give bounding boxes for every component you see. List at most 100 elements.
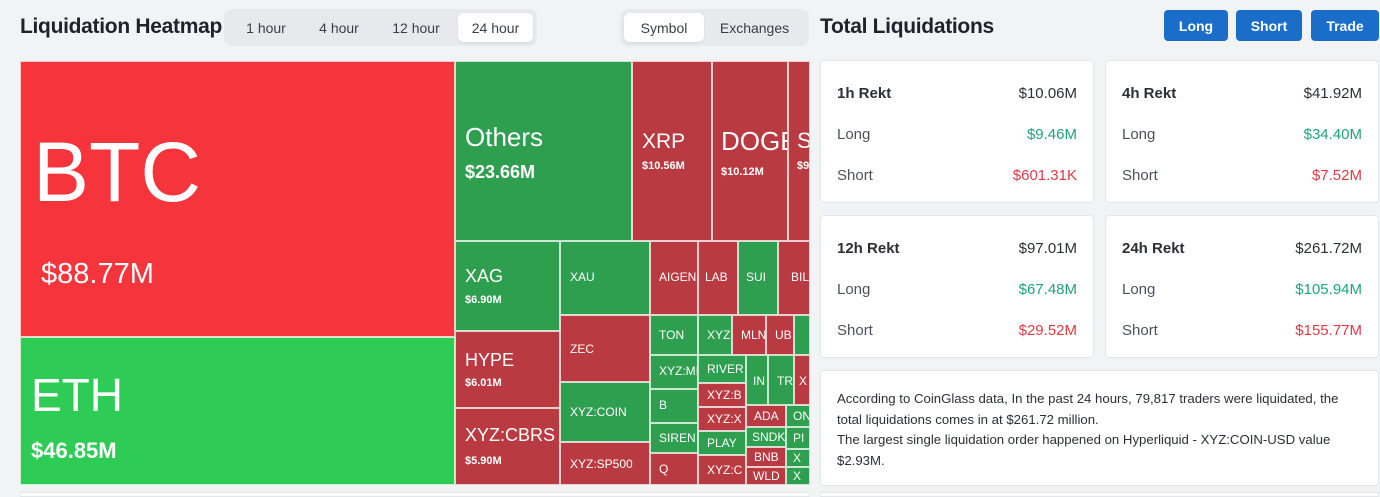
cell-symbol: BIL [791, 270, 810, 284]
cell-symbol: UB [775, 328, 792, 342]
tab-1-hour[interactable]: 1 hour [246, 19, 286, 36]
tab-symbol[interactable]: Symbol [624, 13, 704, 42]
treemap-cell-sndk[interactable]: SNDK [746, 427, 786, 447]
treemap-cell-eth[interactable]: ETH $46.85M [20, 337, 455, 485]
tab-12-hour[interactable]: 12 hour [392, 19, 440, 36]
treemap-cell-xyz-cbrs[interactable]: XYZ:CBRS $5.90M [455, 408, 560, 485]
cell-symbol: XYZ:X [707, 412, 742, 426]
stat-card-4h: 4h Rekt $41.92M Long $34.40M Short $7.52M [1105, 60, 1379, 203]
long-value: $67.48M [1018, 281, 1077, 298]
treemap-cell-wld[interactable]: WLD [746, 467, 786, 485]
cell-symbol: S [797, 128, 809, 154]
cell-symbol: SNDK [752, 430, 786, 444]
card-label: 24h Rekt [1122, 240, 1185, 257]
cell-symbol: MLN [741, 328, 766, 342]
tab-24-hour[interactable]: 24 hour [458, 13, 533, 42]
long-button[interactable]: Long [1164, 10, 1228, 41]
treemap-cell-btc[interactable]: BTC $88.77M [20, 61, 455, 337]
cell-symbol: Others [465, 122, 544, 152]
treemap-cell-mln[interactable]: MLN [732, 315, 766, 355]
cell-symbol: HYPE [465, 350, 515, 370]
long-label: Long [837, 281, 871, 298]
treemap-cell-x-2[interactable]: X [786, 449, 810, 467]
short-value: $155.77M [1295, 322, 1362, 339]
treemap-cell-doge[interactable]: DOGE $10.12M [712, 61, 788, 241]
treemap-cell-xyz-mi[interactable]: XYZ:MI [650, 355, 698, 389]
treemap-cell-xrp[interactable]: XRP $10.56M [632, 61, 712, 241]
treemap-cell-on[interactable]: ON [786, 405, 810, 427]
treemap-cell-siren[interactable]: SIREN [650, 423, 698, 453]
liquidation-treemap: BTC $88.77M ETH $46.85M Others $23.66M X… [20, 61, 810, 485]
tab-4-hour[interactable]: 4 hour [319, 19, 359, 36]
treemap-cell-xyz-b[interactable]: XYZ:B [698, 383, 746, 407]
treemap-cell-q[interactable]: Q [650, 453, 698, 485]
cell-symbol: ADA [754, 409, 779, 423]
card-total: $97.01M [1018, 240, 1077, 257]
cell-symbol: X [799, 374, 808, 388]
long-value: $105.94M [1295, 281, 1362, 298]
treemap-cell-x[interactable]: X [794, 355, 810, 405]
treemap-cell-xyz-sp500[interactable]: XYZ:SP500 [560, 442, 650, 485]
view-selector: Symbol Exchanges [620, 9, 809, 46]
short-value: $7.52M [1311, 167, 1362, 184]
treemap-cell-s[interactable]: S $9 [788, 61, 810, 241]
treemap-cell-xyz-c[interactable]: XYZ:C [698, 455, 746, 485]
treemap-cell-xag[interactable]: XAG $6.90M [455, 241, 560, 331]
cell-symbol: Q [659, 462, 669, 476]
short-value: $601.31K [1012, 167, 1077, 184]
trade-button[interactable]: Trade [1311, 10, 1379, 41]
treemap-cell-pi[interactable]: PI [786, 427, 810, 449]
short-label: Short [837, 322, 873, 339]
treemap-cell-aigen[interactable]: AIGEN [650, 241, 698, 315]
long-label: Long [837, 126, 871, 143]
treemap-cell-x-3[interactable]: X [786, 467, 810, 485]
cell-symbol: XAG [465, 266, 504, 286]
heatmap-title: Liquidation Heatmap [20, 15, 222, 38]
cell-symbol: RIVER [707, 362, 744, 376]
divider [820, 492, 1379, 497]
treemap-cell-ub[interactable]: UB [766, 315, 794, 355]
treemap-cell-b[interactable]: B [650, 389, 698, 423]
cell-value: $5.90M [465, 455, 502, 467]
treemap-cell-in[interactable]: IN [746, 355, 768, 405]
cell-symbol: TON [659, 328, 685, 342]
cell-symbol: XYZ:CBRS [465, 425, 556, 445]
cell-symbol: XYZ:COIN [570, 405, 627, 419]
cell-value: $9 [797, 160, 810, 172]
treemap-cell-ton[interactable]: TON [650, 315, 698, 355]
cell-value: $6.01M [465, 377, 502, 389]
tab-exchanges[interactable]: Exchanges [719, 19, 790, 36]
cell-symbol: XYZ:C [707, 463, 743, 477]
treemap-cell-ada[interactable]: ADA [746, 405, 786, 427]
treemap-cell-xyz-x[interactable]: XYZ:X [698, 407, 746, 431]
treemap-cell-tr[interactable]: TR [768, 355, 794, 405]
treemap-cell-xau[interactable]: XAU [560, 241, 650, 315]
liquidation-summary: According to CoinGlass data, In the past… [820, 370, 1379, 486]
long-value: $9.46M [1026, 126, 1077, 143]
short-button[interactable]: Short [1236, 10, 1302, 41]
treemap-cell-river[interactable]: RIVER [698, 355, 746, 383]
cell-value: $88.77M [41, 258, 154, 290]
long-value: $34.40M [1303, 126, 1362, 143]
card-label: 1h Rekt [837, 85, 892, 102]
treemap-cell-play[interactable]: PLAY [698, 431, 746, 455]
cell-symbol: TR [777, 374, 793, 388]
cell-symbol: SIREN [659, 431, 696, 445]
cell-value: $10.12M [721, 166, 764, 178]
treemap-cell-bil[interactable]: BIL [778, 241, 810, 315]
treemap-cell-xyz[interactable]: XYZ [698, 315, 732, 355]
treemap-cell-lab[interactable]: LAB [698, 241, 738, 315]
treemap-cell-unlabeled[interactable] [794, 315, 810, 355]
treemap-cell-hype[interactable]: HYPE $6.01M [455, 331, 560, 408]
stat-card-1h: 1h Rekt $10.06M Long $9.46M Short $601.31K [820, 60, 1094, 203]
cell-value: $6.90M [465, 294, 502, 306]
treemap-cell-others[interactable]: Others $23.66M [455, 61, 632, 241]
cell-symbol: X [793, 451, 802, 465]
stat-card-12h: 12h Rekt $97.01M Long $67.48M Short $29.52M [820, 215, 1094, 358]
treemap-cell-sui[interactable]: SUI [738, 241, 778, 315]
short-label: Short [1122, 167, 1158, 184]
treemap-cell-bnb[interactable]: BNB [746, 447, 786, 467]
cell-symbol: XYZ:B [707, 388, 742, 402]
treemap-cell-zec[interactable]: ZEC [560, 315, 650, 382]
treemap-cell-xyz-coin[interactable]: XYZ:COIN [560, 382, 650, 442]
